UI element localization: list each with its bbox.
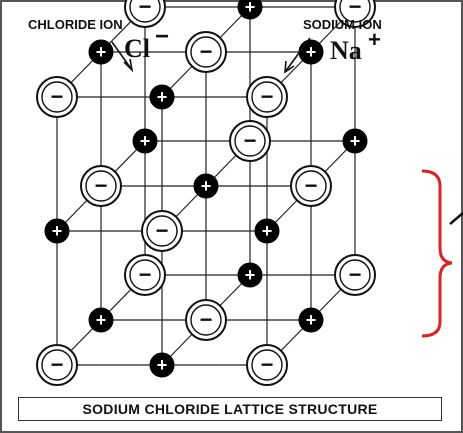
chloride-ion: − — [229, 120, 271, 162]
chloride-sign: − — [261, 84, 274, 109]
chloride-sign: − — [200, 39, 213, 64]
sodium-sign: + — [157, 87, 168, 107]
sodium-ion: + — [342, 128, 368, 154]
chloride-ion: − — [124, 254, 166, 296]
chloride-ion: − — [124, 0, 166, 28]
chloride-sign: − — [139, 0, 152, 19]
chloride-sign: − — [51, 84, 64, 109]
sodium-sign: + — [96, 310, 107, 330]
sodium-ion: + — [149, 352, 175, 378]
chloride-sign: − — [139, 262, 152, 287]
sodium-ion: + — [132, 128, 158, 154]
sodium-arrowhead — [284, 60, 295, 74]
chloride-sign: − — [244, 128, 257, 153]
chloride-symbol: Cl — [124, 34, 150, 63]
chloride-ion: − — [290, 165, 332, 207]
chloride-sign: − — [51, 352, 64, 377]
sodium-sign: + — [245, 265, 256, 285]
sodium-sign: + — [157, 355, 168, 375]
sodium-ion: + — [44, 218, 70, 244]
red-bracket — [421, 169, 453, 338]
sodium-ion: + — [298, 307, 324, 333]
ions: − + − + − + − + − + − + − + − + − + − + − + − + − + − — [36, 0, 376, 386]
chloride-sign: − — [156, 218, 169, 243]
sodium-symbol: Na — [330, 36, 362, 65]
sodium-charge: + — [368, 27, 381, 52]
chloride-ion: − — [246, 76, 288, 118]
sodium-arrow-line — [284, 37, 311, 73]
pointer-arrows — [111, 37, 311, 74]
sodium-ion: + — [88, 39, 114, 65]
sodium-ion: + — [193, 173, 219, 199]
sodium-sign: + — [306, 42, 317, 62]
chloride-sign: − — [349, 0, 362, 19]
chloride-ion: − — [334, 254, 376, 296]
chloride-sign: − — [349, 262, 362, 287]
chloride-ion: − — [334, 0, 376, 28]
sodium-sign: + — [245, 0, 256, 17]
chloride-ion: − — [36, 76, 78, 118]
sodium-sign: + — [140, 131, 151, 151]
sodium-sign: + — [52, 221, 63, 241]
chloride-sign: − — [305, 173, 318, 198]
sodium-ion: + — [298, 39, 324, 65]
chloride-sign: − — [95, 173, 108, 198]
sodium-ion: + — [254, 218, 280, 244]
sodium-sign: + — [350, 131, 361, 151]
chloride-ion: − — [36, 344, 78, 386]
sodium-ion: + — [237, 0, 263, 20]
chloride-ion: − — [246, 344, 288, 386]
caption: SODIUM CHLORIDE LATTICE STRUCTURE — [82, 401, 378, 417]
chloride-ion: − — [185, 299, 227, 341]
chloride-arrowhead — [123, 58, 134, 73]
sodium-ion: + — [88, 307, 114, 333]
chloride-arrow-line — [111, 41, 133, 71]
chloride-ion: − — [185, 31, 227, 73]
sodium-ion: + — [237, 262, 263, 288]
chloride-charge: − — [155, 23, 169, 50]
sodium-sign: + — [96, 42, 107, 62]
sodium-sign: + — [306, 310, 317, 330]
caption-box: SODIUM CHLORIDE LATTICE STRUCTURE — [18, 397, 442, 421]
sodium-ion: + — [149, 84, 175, 110]
chloride-ion-label: CHLORIDE ION — [28, 17, 123, 32]
sodium-ion-label: SODIUM ION — [303, 17, 382, 32]
chloride-sign: − — [261, 352, 274, 377]
sodium-sign: + — [262, 221, 273, 241]
chloride-ion: − — [80, 165, 122, 207]
sodium-sign: + — [201, 176, 212, 196]
chloride-sign: − — [200, 307, 213, 332]
bracket-pointer-line — [449, 212, 463, 225]
chloride-ion: − — [141, 210, 183, 252]
